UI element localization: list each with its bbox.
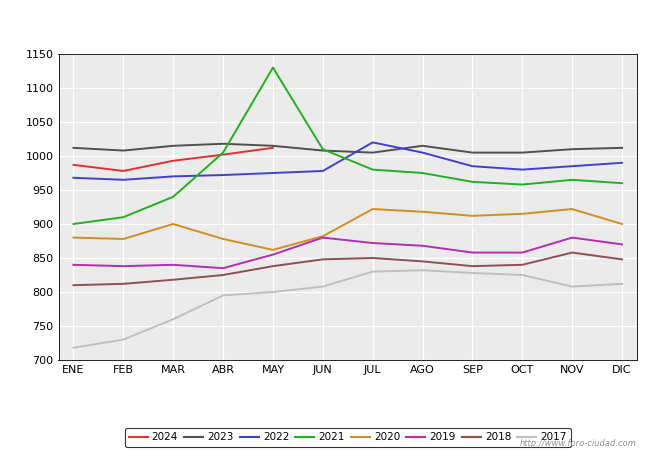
Text: http://www.foro-ciudad.com: http://www.foro-ciudad.com [520, 439, 637, 448]
Text: Afiliados en Rosselló a 31/5/2024: Afiliados en Rosselló a 31/5/2024 [187, 14, 463, 33]
Legend: 2024, 2023, 2022, 2021, 2020, 2019, 2018, 2017: 2024, 2023, 2022, 2021, 2020, 2019, 2018… [125, 428, 571, 446]
